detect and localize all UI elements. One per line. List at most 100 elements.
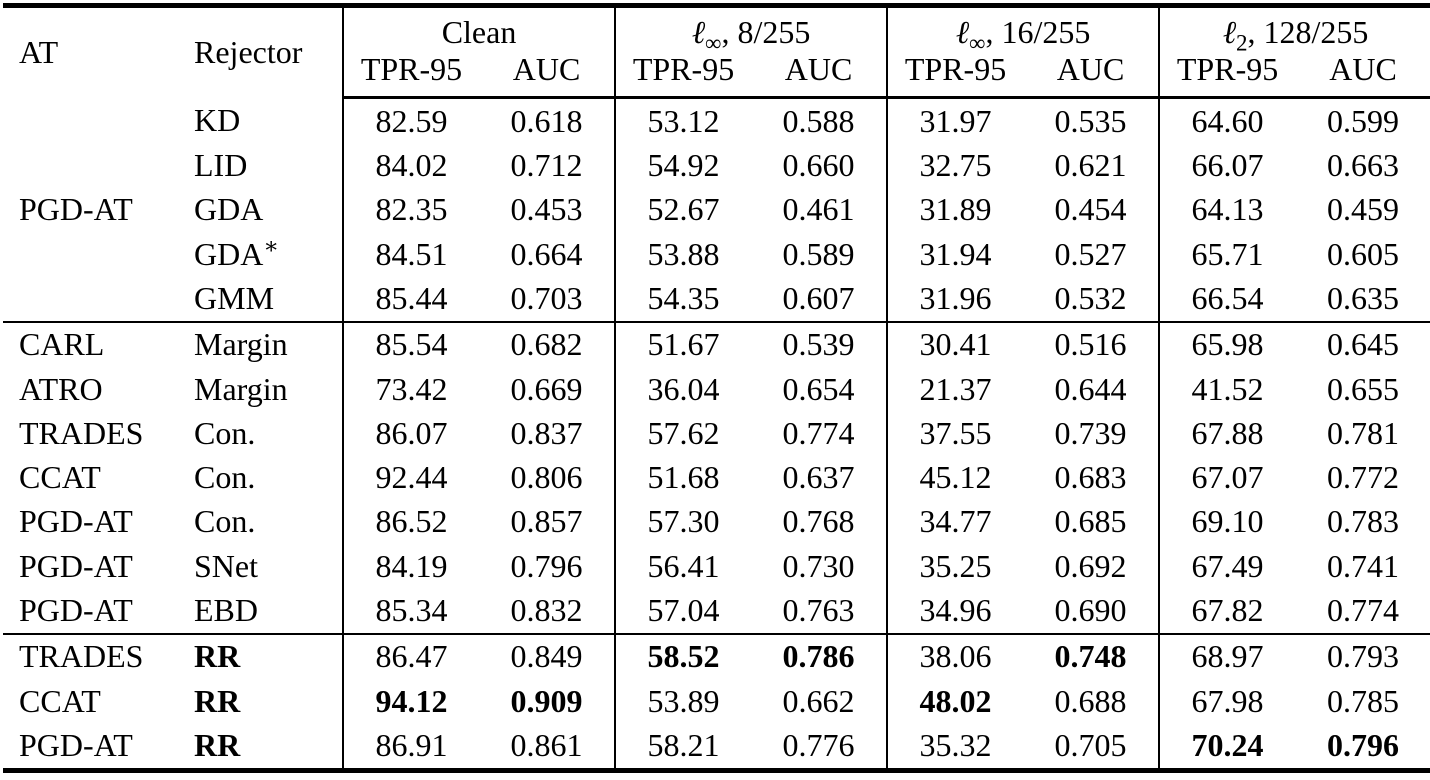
auc-value: 0.774	[1327, 591, 1400, 628]
auc-value: 0.832	[510, 591, 583, 628]
table-row: CCAT RR 94.12 0.909 53.89 0.662 48.02 0.688 67.9…	[3, 678, 1430, 724]
tpr95-value: 84.51	[342, 231, 479, 277]
norm-symbol: ℓ	[1222, 14, 1237, 50]
table-row: TRADES Con. 86.07 0.837 57.62 0.774 37.55 0.739…	[3, 411, 1430, 456]
tpr95-value: 92.44	[342, 455, 479, 500]
rejector-cell: Margin	[194, 370, 288, 407]
asterisk-superscript: ∗	[263, 231, 279, 258]
rejector-cell: RR	[194, 682, 241, 719]
table-row: GMM 85.44 0.703 54.35 0.607 31.96 0.532 66.54 0.…	[3, 276, 1430, 322]
rejector-cell: LID	[194, 147, 248, 184]
table-row: CCAT Con. 92.44 0.806 51.68 0.637 45.12 0.683 67…	[3, 455, 1430, 500]
auc-value: 0.454	[1054, 191, 1127, 228]
tpr95-value: 31.89	[886, 187, 1024, 232]
group-label-rest: , 8/255	[721, 14, 811, 50]
table-row: TRADES RR 86.47 0.849 58.52 0.786 38.06 0.748 68…	[3, 632, 1430, 679]
rejector-cell: GMM	[194, 279, 275, 316]
rejector-cell: RR	[194, 727, 241, 764]
auc-value: 0.796	[1327, 727, 1400, 764]
tpr95-value: 34.96	[886, 588, 1024, 634]
rejector-cell: SNet	[194, 547, 258, 584]
auc-value: 0.837	[510, 414, 583, 451]
auc-value: 0.690	[1054, 591, 1127, 628]
at-method-cell: PGD-AT	[19, 191, 133, 228]
tpr95-value: 86.91	[342, 723, 479, 771]
auc-value: 0.730	[782, 547, 855, 584]
auc-value: 0.605	[1327, 235, 1400, 272]
auc-value: 0.660	[782, 147, 855, 184]
auc-value: 0.588	[782, 102, 855, 139]
tpr95-value: 34.77	[886, 499, 1024, 544]
tpr95-value: 82.59	[342, 97, 479, 144]
tpr95-value: 66.54	[1158, 276, 1296, 322]
tpr95-value: 57.30	[614, 499, 752, 544]
tpr95-value: 86.47	[342, 632, 479, 679]
auc-value: 0.786	[751, 632, 888, 679]
at-method-cell: CCAT	[19, 682, 101, 719]
auc-value: 0.669	[510, 370, 583, 407]
tpr95-value: 31.96	[886, 276, 1024, 322]
table-row: ATRO Margin 73.42 0.669 36.04 0.654 21.37 0.644…	[3, 367, 1430, 412]
tpr95-value: 57.04	[614, 588, 752, 634]
auc-value: 0.712	[510, 147, 583, 184]
tpr95-value: 67.82	[1158, 588, 1296, 634]
group-label-rest: , 128/255	[1247, 14, 1369, 50]
col-header-tpr95: TPR-95	[886, 51, 1024, 99]
col-header-auc: AUC	[1023, 51, 1160, 99]
auc-value: 0.645	[1295, 320, 1430, 368]
tpr95-value: 58.52	[614, 632, 752, 679]
rejector-cell: Con.	[194, 414, 256, 451]
header-metric-row: TPR-95 AUC TPR-95 AUC TPR-95 AUC TPR-95 …	[3, 51, 1430, 99]
auc-value: 0.516	[1023, 320, 1160, 368]
auc-value: 0.781	[1327, 414, 1400, 451]
tpr95-value: 67.07	[1158, 455, 1296, 500]
auc-value: 0.909	[510, 682, 583, 719]
col-group-linf-16: ℓ∞, 16/255	[886, 5, 1160, 54]
at-method-cell	[3, 98, 188, 144]
at-method-cell: CCAT	[19, 459, 101, 496]
tpr95-value: 85.44	[342, 276, 479, 322]
tpr95-value: 54.92	[614, 143, 752, 188]
tpr95-value: 68.97	[1158, 632, 1296, 679]
tpr95-value: 45.12	[886, 455, 1024, 500]
auc-value: 0.705	[1054, 727, 1127, 764]
tpr95-value: 67.98	[1158, 678, 1296, 724]
col-group-clean: Clean	[341, 5, 616, 51]
col-group-l2-128: ℓ2, 128/255	[1158, 5, 1430, 56]
tpr95-value: 85.54	[342, 320, 479, 368]
auc-value: 0.621	[1054, 147, 1127, 184]
tpr95-value: 36.04	[614, 367, 752, 412]
col-header-auc: AUC	[751, 51, 888, 99]
tpr95-value: 70.24	[1158, 723, 1296, 771]
norm-subscript: 2	[1236, 29, 1248, 56]
norm-subscript: ∞	[705, 29, 722, 56]
norm-symbol: ℓ	[691, 14, 706, 50]
auc-value: 0.599	[1327, 102, 1400, 139]
tpr95-value: 51.68	[614, 455, 752, 500]
auc-value: 0.772	[1327, 459, 1400, 496]
tpr95-value: 35.32	[886, 723, 1024, 771]
tpr95-value: 82.35	[342, 187, 479, 232]
tpr95-value: 66.07	[1158, 143, 1296, 188]
tpr95-value: 31.94	[886, 231, 1024, 277]
tpr95-value: 64.60	[1158, 97, 1296, 144]
norm-symbol: ℓ	[955, 14, 970, 50]
col-header-auc: AUC	[479, 51, 616, 99]
auc-value: 0.776	[782, 727, 855, 764]
tpr95-value: 51.67	[614, 320, 752, 368]
auc-value: 0.635	[1327, 279, 1400, 316]
group-label: Clean	[441, 14, 517, 50]
tpr95-value: 86.52	[342, 499, 479, 544]
tpr95-value: 57.62	[614, 411, 752, 456]
auc-value: 0.654	[782, 370, 855, 407]
tpr95-value: 53.12	[614, 97, 752, 144]
tpr95-value: 32.75	[886, 143, 1024, 188]
table-row: GDA∗ 84.51 0.664 53.88 0.589 31.94 0.527 65.71 0…	[3, 231, 1430, 277]
auc-value: 0.703	[510, 279, 583, 316]
at-method-cell	[3, 276, 188, 321]
tpr95-value: 52.67	[614, 187, 752, 232]
table-row: CARL Margin 85.54 0.682 51.67 0.539 30.41 0.516…	[3, 320, 1430, 368]
table-row: PGD-AT SNet 84.19 0.796 56.41 0.730 35.25 0.692…	[3, 543, 1430, 589]
results-table: AT Rejector Clean ℓ∞, 8/255 ℓ∞, 16/255 ℓ…	[3, 3, 1430, 773]
auc-value: 0.763	[782, 591, 855, 628]
